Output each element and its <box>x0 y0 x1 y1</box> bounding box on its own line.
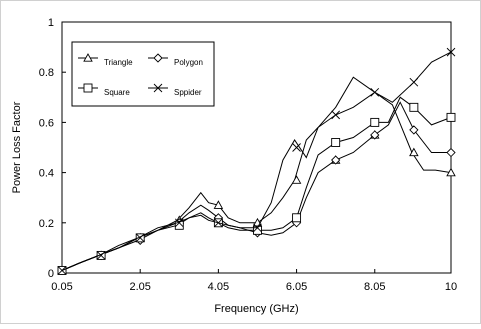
x-marker-stroke <box>214 218 223 228</box>
data-point-triangle <box>213 200 224 209</box>
data-point-polygon <box>370 130 380 140</box>
data-point-square <box>292 213 302 223</box>
x-marker-stroke <box>370 87 380 97</box>
data-point-square <box>446 112 456 122</box>
x-marker-stroke <box>409 77 419 87</box>
legend-label: Polygon <box>174 58 203 67</box>
x-marker-stroke <box>446 47 456 57</box>
legend-item-square: Square <box>78 83 130 97</box>
legend-marker-polygon <box>153 53 163 63</box>
data-point-sppider <box>409 77 419 87</box>
legend-marker-square <box>83 83 93 93</box>
data-point-sppider <box>174 218 184 228</box>
data-point-polygon <box>446 147 456 158</box>
legend-box <box>71 41 215 107</box>
x-tick-label: 8.05 <box>364 281 385 293</box>
data-point-triangle <box>409 147 419 157</box>
x-marker-stroke <box>253 223 262 233</box>
data-point-square <box>253 225 262 235</box>
data-point-triangle <box>291 175 302 184</box>
x-marker-stroke <box>135 233 145 243</box>
data-point-sppider <box>446 47 456 57</box>
x-marker-stroke <box>292 143 301 152</box>
data-point-sppider <box>292 143 301 152</box>
data-point-sppider <box>96 251 106 260</box>
x-tick-label: 0.05 <box>51 281 72 293</box>
legend-label: Sppider <box>174 88 202 97</box>
y-tick-label: 1 <box>48 17 54 29</box>
data-point-polygon <box>409 125 419 135</box>
y-tick-label: 0.4 <box>39 168 54 180</box>
x-tick-label: 10 <box>445 281 457 293</box>
data-point-square <box>370 117 380 127</box>
x-marker-stroke <box>96 251 106 260</box>
legend-label: Triangle <box>104 58 133 67</box>
y-axis-title: Power Loss Factor <box>11 101 23 193</box>
y-tick-label: 0 <box>48 268 54 280</box>
series-sppider <box>57 47 456 275</box>
legend-marker-triangle <box>83 53 93 62</box>
data-point-sppider <box>135 233 145 243</box>
data-point-sppider <box>370 87 380 97</box>
data-point-square <box>331 138 341 147</box>
data-point-square <box>174 220 184 230</box>
x-tick-label: 2.05 <box>129 281 150 293</box>
x-axis-title: Frequency (GHz) <box>214 303 298 315</box>
data-point-sppider <box>253 223 262 233</box>
x-tick-label: 6.05 <box>286 281 307 293</box>
data-point-triangle <box>446 167 456 177</box>
y-tick-label: 0.6 <box>39 117 54 129</box>
plot-frame <box>61 21 452 274</box>
x-marker-stroke <box>57 266 67 275</box>
data-point-sppider <box>331 110 340 120</box>
legend-label: Square <box>104 88 130 97</box>
data-point-sppider <box>214 218 223 228</box>
data-point-sppider <box>57 266 67 275</box>
legend-marker-sppider <box>153 83 163 93</box>
y-tick-label: 0.2 <box>39 218 54 230</box>
x-marker-stroke <box>153 83 163 93</box>
x-marker-stroke <box>174 218 184 228</box>
x-marker-stroke <box>331 110 340 120</box>
data-point-polygon <box>331 155 341 165</box>
x-tick-label: 4.05 <box>208 281 229 293</box>
legend-item-sppider: Sppider <box>148 83 202 97</box>
legend-item-triangle: Triangle <box>78 53 133 67</box>
y-tick-label: 0.8 <box>39 67 54 79</box>
legend-item-polygon: Polygon <box>148 53 203 67</box>
data-point-square <box>409 102 419 112</box>
